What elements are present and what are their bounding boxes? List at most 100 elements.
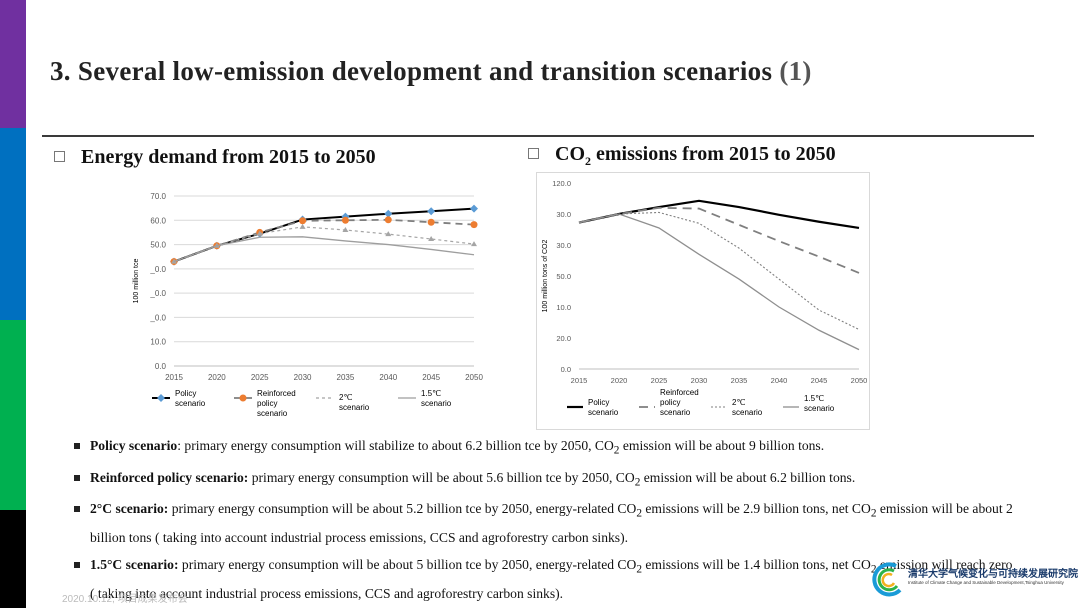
legend-label: 2℃ (732, 398, 745, 407)
legend-label: 1.5℃ (421, 389, 441, 398)
legend-label: scenario (660, 408, 691, 417)
x-tick-label: 2030 (691, 376, 708, 385)
data-point-marker (341, 216, 349, 224)
legend-marker (157, 394, 165, 402)
series-line-3 (173, 236, 475, 263)
bullet-square-icon (74, 506, 80, 513)
sidebar-purple-block (0, 0, 26, 128)
bullet-reinforced-text: primary energy consumption will be about… (248, 469, 635, 485)
energy-demand-chart-svg: 0.0 10.0 _0.0 _0.0 _0.0 50.0 60.0 70.0 2015 2020 2… (133, 192, 483, 418)
legend-label: scenario (257, 409, 288, 418)
x-tick-label: 2040 (379, 373, 397, 382)
y-tick-label: 120.0 (552, 179, 571, 188)
data-point-marker (470, 221, 478, 229)
data-point-marker (256, 230, 263, 236)
institute-logo: 清华大学气候变化与可持续发展研究院 Institute of Climate C… (870, 560, 1078, 600)
legend-label: scenario (175, 399, 206, 408)
institute-logo-cn: 清华大学气候变化与可持续发展研究院 (908, 569, 1078, 580)
bullet-reinforced: Reinforced policy scenario: primary ener… (74, 466, 1014, 495)
bullet-policy-sub: 2 (613, 444, 620, 457)
y-tick-label: 10.0 (556, 303, 571, 312)
data-point-marker (384, 209, 393, 218)
y-tick-label: 60.0 (150, 216, 166, 225)
x-tick-label: 2030 (294, 373, 312, 382)
energy-demand-chart: 0.0 10.0 _0.0 _0.0 _0.0 50.0 60.0 70.0 2015 2020 2… (128, 186, 498, 431)
bullet-1-5c-text: primary energy consumption will be about… (178, 557, 637, 573)
legend-label: Reinforced (257, 389, 296, 398)
legend-label: Policy (588, 398, 609, 407)
y-axis-label: 100 million tons of CO2 (542, 240, 549, 313)
sidebar-green-block (0, 320, 26, 510)
sidebar-blue-block (0, 128, 26, 320)
bullet-1-5c-sub2: 2 (870, 563, 877, 576)
bullet-2c-sub2: 2 (870, 508, 877, 521)
co2-emissions-chart: 0.0 20.0 10.0 50.0 30.0 30.0 120.0 2015 2020 2025… (536, 172, 870, 430)
co2-emissions-chart-svg: 0.0 20.0 10.0 50.0 30.0 30.0 120.0 2015 2020 2025… (542, 179, 867, 417)
y-tick-label: 10.0 (150, 338, 166, 347)
legend-label: Reinforced (660, 388, 699, 397)
section-heading-energy: Energy demand from 2015 to 2050 (54, 146, 376, 169)
y-tick-label: 0.0 (561, 365, 571, 374)
legend-label: policy (660, 398, 680, 407)
co2-heading-prefix: CO (555, 143, 585, 165)
section-heading-energy-text: Energy demand from 2015 to 2050 (81, 146, 376, 168)
x-tick-label: 2050 (465, 373, 483, 382)
bullet-2c-bold: 2°C scenario: (90, 501, 169, 517)
series-line-0 (173, 207, 475, 263)
legend-label: 2℃ (339, 393, 352, 402)
institute-logo-en: Institute of Climate Change and Sustaina… (908, 580, 1064, 585)
bullet-2c-text3: emission will be about 2 billion tons ( … (90, 501, 1013, 546)
legend-label: scenario (421, 399, 452, 408)
bullet-1-5c: 1.5°C scenario: primary energy consumpti… (74, 553, 1014, 606)
slide-title-number: 3. (50, 56, 71, 86)
bullet-reinforced-bold: Reinforced policy scenario: (90, 469, 249, 485)
y-tick-label: _0.0 (149, 313, 166, 322)
section-heading-co2: CO2 emissions from 2015 to 2050 (528, 143, 836, 169)
data-point-marker (342, 227, 349, 232)
y-tick-label: _0.0 (149, 289, 166, 298)
legend-marker (239, 394, 247, 402)
legend-label: 1.5℃ (804, 394, 824, 403)
bullet-2c: 2°C scenario: primary energy consumption… (74, 497, 1014, 550)
x-tick-label: 2020 (611, 376, 628, 385)
data-point-marker (428, 235, 435, 241)
checkbox-bullet-icon (54, 150, 65, 162)
x-tick-label: 2045 (811, 376, 828, 385)
legend-label: policy (257, 399, 277, 408)
bullet-1-5c-text2: emissions will be 1.4 billion tons, net … (641, 557, 871, 573)
institute-logo-icon (872, 562, 902, 597)
bullet-square-icon (74, 443, 80, 449)
x-tick-label: 2025 (251, 373, 269, 382)
y-tick-label: 20.0 (556, 334, 571, 343)
legend-label: scenario (339, 403, 370, 412)
series-line-2 (578, 211, 860, 330)
y-tick-label: 50.0 (556, 272, 571, 281)
x-tick-label: 2015 (571, 376, 588, 385)
bullet-square-icon (74, 474, 80, 481)
x-tick-label: 2035 (337, 373, 355, 382)
sidebar-black-block (0, 510, 26, 608)
bullet-2c-text: primary energy consumption will be about… (168, 501, 637, 517)
bullet-policy-text: : primary energy consumption will stabil… (177, 438, 614, 453)
x-tick-label: 2020 (208, 373, 226, 382)
bullet-2c-text2: emissions will be 2.9 billion tons, net … (641, 501, 871, 517)
bullet-reinforced-sub: 2 (634, 476, 641, 489)
x-tick-label: 2035 (731, 376, 748, 385)
y-axis-label: 100 million tce (133, 259, 140, 304)
slide-title-suffix: (1) (779, 56, 812, 86)
data-point-marker (471, 241, 477, 247)
y-tick-label: 0.0 (155, 362, 167, 371)
bullet-policy-text2: emission will be about 9 billion tons. (619, 438, 825, 453)
y-tick-label: 70.0 (150, 192, 166, 201)
footer-date: 2020.10.12, 项目成果发布会 (62, 594, 188, 605)
y-tick-label: _0.0 (149, 265, 166, 274)
sidebar-color-bar (0, 0, 26, 608)
legend-label: scenario (804, 404, 835, 413)
legend-label: scenario (732, 408, 763, 417)
x-tick-label: 2015 (165, 373, 183, 382)
series-line-1 (173, 218, 475, 263)
x-tick-label: 2045 (422, 373, 440, 382)
data-point-marker (299, 217, 307, 225)
bullet-1-5c-text3: emission will reach zero ( taking into a… (90, 557, 1013, 601)
data-point-marker (385, 231, 392, 237)
